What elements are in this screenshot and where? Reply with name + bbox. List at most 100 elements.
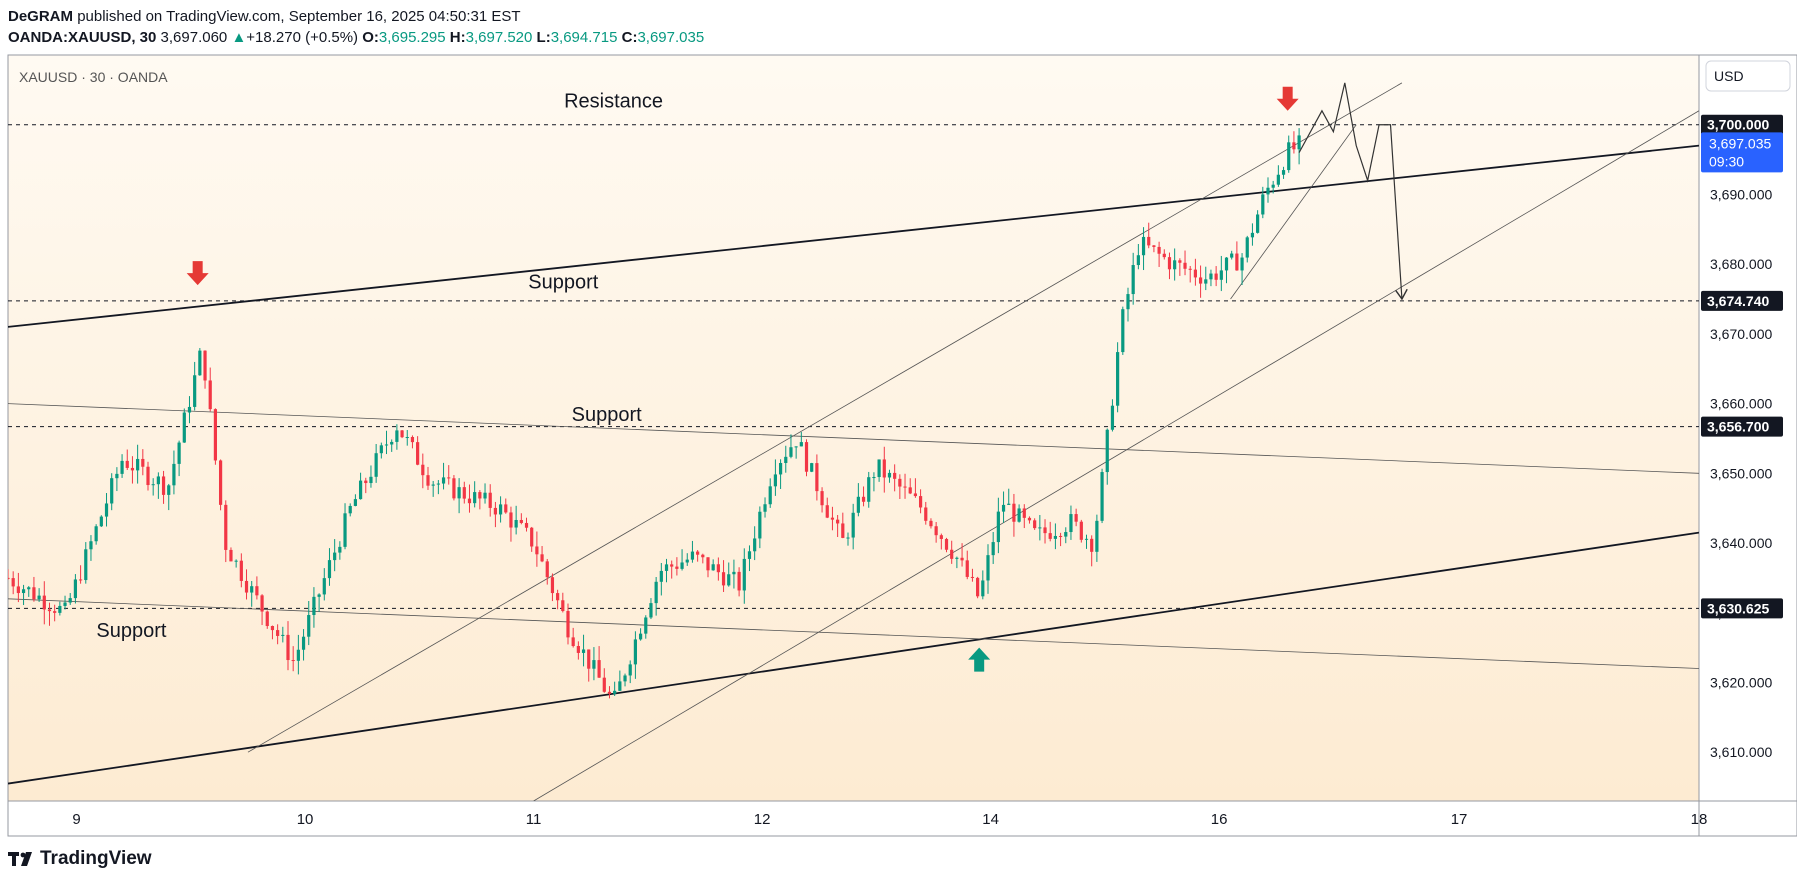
- candle[interactable]: [581, 649, 586, 653]
- candle[interactable]: [110, 478, 114, 504]
- candle[interactable]: [872, 477, 876, 479]
- candle[interactable]: [654, 581, 658, 604]
- candle[interactable]: [566, 611, 570, 638]
- candle[interactable]: [493, 507, 498, 515]
- candle[interactable]: [224, 504, 228, 550]
- candle[interactable]: [104, 503, 109, 517]
- candle[interactable]: [908, 487, 912, 494]
- candle[interactable]: [1183, 262, 1187, 269]
- candle[interactable]: [353, 499, 358, 506]
- candle[interactable]: [1256, 214, 1260, 233]
- candle[interactable]: [1090, 538, 1094, 552]
- candle[interactable]: [846, 537, 850, 539]
- candle[interactable]: [348, 505, 352, 514]
- candle[interactable]: [1292, 142, 1296, 150]
- candle[interactable]: [737, 571, 741, 591]
- candle[interactable]: [120, 460, 124, 474]
- candle[interactable]: [1110, 405, 1115, 430]
- candle[interactable]: [716, 564, 720, 573]
- candle[interactable]: [1224, 257, 1229, 271]
- candle[interactable]: [37, 595, 41, 600]
- candle[interactable]: [576, 646, 580, 653]
- candle[interactable]: [711, 564, 715, 571]
- candle[interactable]: [867, 477, 871, 502]
- candle[interactable]: [509, 512, 513, 528]
- candle[interactable]: [535, 546, 539, 555]
- candle[interactable]: [130, 467, 135, 471]
- candle[interactable]: [784, 456, 788, 463]
- candle[interactable]: [84, 549, 88, 581]
- candle[interactable]: [467, 498, 472, 504]
- candle[interactable]: [965, 560, 969, 577]
- candle[interactable]: [944, 538, 949, 550]
- candle[interactable]: [1001, 504, 1006, 512]
- candle[interactable]: [146, 466, 150, 486]
- candle[interactable]: [426, 475, 430, 486]
- candle[interactable]: [561, 600, 565, 612]
- falling-channel-lower[interactable]: [8, 598, 1699, 669]
- candle[interactable]: [322, 578, 326, 595]
- candle[interactable]: [1027, 517, 1032, 521]
- candle[interactable]: [768, 486, 772, 505]
- candle[interactable]: [327, 560, 332, 579]
- candle[interactable]: [1173, 260, 1177, 270]
- candle[interactable]: [841, 523, 845, 538]
- candle[interactable]: [1266, 187, 1270, 195]
- candle[interactable]: [452, 478, 456, 499]
- candle[interactable]: [296, 649, 300, 661]
- candle[interactable]: [1074, 514, 1078, 522]
- candle[interactable]: [778, 462, 783, 475]
- annotation-label[interactable]: Support: [572, 404, 642, 426]
- candle[interactable]: [78, 579, 83, 581]
- candle[interactable]: [400, 430, 404, 438]
- candle[interactable]: [918, 496, 923, 508]
- candle[interactable]: [1038, 527, 1042, 529]
- candle[interactable]: [706, 557, 710, 571]
- candle[interactable]: [690, 551, 695, 560]
- candle[interactable]: [125, 460, 129, 468]
- candle[interactable]: [799, 442, 803, 447]
- candle[interactable]: [981, 580, 985, 597]
- candle[interactable]: [721, 572, 726, 586]
- candle[interactable]: [1188, 268, 1192, 270]
- candle[interactable]: [934, 526, 938, 536]
- projection-path[interactable]: [1298, 82, 1402, 299]
- candle[interactable]: [633, 639, 638, 665]
- candle[interactable]: [198, 350, 202, 376]
- candle[interactable]: [607, 691, 612, 694]
- candle[interactable]: [556, 593, 560, 601]
- candle[interactable]: [597, 660, 601, 678]
- current-price-badge[interactable]: [1701, 132, 1783, 173]
- candle[interactable]: [73, 579, 78, 599]
- candle[interactable]: [94, 526, 98, 542]
- candle[interactable]: [592, 660, 596, 669]
- candle[interactable]: [307, 615, 311, 637]
- candle[interactable]: [1084, 538, 1089, 540]
- candle[interactable]: [395, 430, 399, 442]
- resistance-trendline[interactable]: [8, 144, 1699, 328]
- candle[interactable]: [1235, 253, 1239, 271]
- candle[interactable]: [789, 447, 793, 457]
- candle[interactable]: [281, 634, 285, 636]
- candle[interactable]: [1058, 535, 1063, 537]
- candle[interactable]: [955, 557, 959, 559]
- candle[interactable]: [1121, 309, 1125, 353]
- candle[interactable]: [1214, 273, 1218, 280]
- candle[interactable]: [47, 609, 52, 612]
- candle[interactable]: [571, 637, 575, 647]
- candle[interactable]: [410, 437, 415, 443]
- rising-channel-upper[interactable]: [247, 82, 1403, 753]
- candle[interactable]: [540, 554, 544, 562]
- buy-arrow-icon[interactable]: [968, 647, 991, 672]
- candle[interactable]: [924, 507, 928, 521]
- candle[interactable]: [1261, 194, 1265, 215]
- candle[interactable]: [1276, 174, 1280, 185]
- annotation-label[interactable]: Support: [96, 620, 166, 642]
- candle[interactable]: [524, 522, 529, 528]
- candle[interactable]: [1022, 508, 1026, 518]
- annotation-label[interactable]: Resistance: [564, 90, 663, 112]
- rising-channel-lower[interactable]: [533, 110, 1699, 801]
- candle[interactable]: [1193, 269, 1197, 278]
- candle[interactable]: [587, 649, 591, 669]
- price-chart[interactable]: XAUUSD · 30 · OANDA USD Resistance Suppor…: [0, 0, 1797, 840]
